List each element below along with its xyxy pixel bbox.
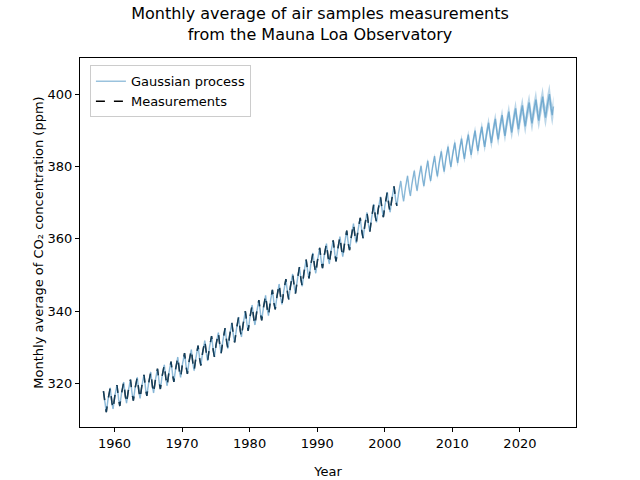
- svg-text:2000: 2000: [368, 436, 401, 451]
- svg-text:1980: 1980: [233, 436, 266, 451]
- svg-text:Year: Year: [313, 464, 342, 479]
- svg-text:Measurements: Measurements: [131, 94, 227, 109]
- svg-text:1990: 1990: [301, 436, 334, 451]
- svg-text:Gaussian process: Gaussian process: [131, 74, 245, 89]
- svg-text:340: 340: [48, 304, 73, 319]
- svg-text:400: 400: [48, 87, 73, 102]
- svg-text:1960: 1960: [98, 436, 131, 451]
- svg-text:2020: 2020: [503, 436, 536, 451]
- svg-text:360: 360: [48, 231, 73, 246]
- svg-text:2010: 2010: [436, 436, 469, 451]
- svg-text:Monthly average of air samples: Monthly average of air samples measureme…: [131, 4, 509, 44]
- svg-text:Monthly average of CO₂ concent: Monthly average of CO₂ concentration (pp…: [31, 96, 46, 388]
- svg-text:320: 320: [48, 376, 73, 391]
- svg-text:1970: 1970: [165, 436, 198, 451]
- svg-text:380: 380: [48, 159, 73, 174]
